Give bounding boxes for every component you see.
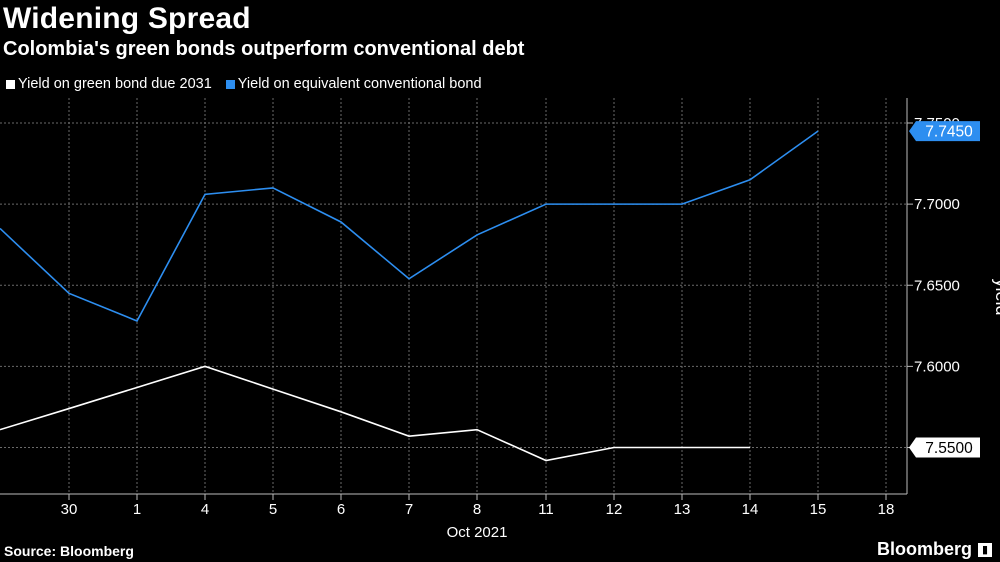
brand-mark-icon: ▮ <box>978 542 992 557</box>
chart-title: Widening Spread <box>3 2 251 35</box>
legend-label-green-bond: Yield on green bond due 2031 <box>18 76 212 92</box>
source-note: Source: Bloomberg <box>4 543 134 559</box>
x-tick-label: 18 <box>878 501 895 518</box>
chart-legend: Yield on green bond due 2031 Yield on eq… <box>6 76 482 92</box>
brand-name: Bloomberg <box>876 539 972 559</box>
series-line-0 <box>0 365 750 462</box>
last-value-tag-label: 7.7450 <box>925 124 973 141</box>
y-tick-label: 7.6000 <box>914 358 960 375</box>
legend-label-conventional-bond: Yield on equivalent conventional bond <box>237 76 482 92</box>
x-tick-label: 5 <box>269 501 277 518</box>
chart-subtitle: Colombia's green bonds outperform conven… <box>3 38 525 60</box>
x-tick-label: 13 <box>674 501 691 518</box>
brand-logo: Bloomberg ▮ <box>877 539 992 560</box>
x-axis-month-label: Oct 2021 <box>447 524 508 541</box>
x-tick-label: 30 <box>61 501 78 518</box>
x-tick-label: 12 <box>606 501 623 518</box>
last-value-tag-bg <box>909 437 980 458</box>
y-tick-label: 7.6500 <box>914 277 960 294</box>
legend-item-conventional-bond: Yield on equivalent conventional bond <box>225 76 482 92</box>
x-tick-label: 6 <box>337 501 345 518</box>
legend-item-green-bond: Yield on green bond due 2031 <box>6 76 212 92</box>
x-tick-label: 8 <box>473 501 481 518</box>
x-tick-label: 14 <box>742 501 759 518</box>
x-tick-label: 7 <box>405 501 413 518</box>
x-tick-label: 4 <box>201 501 209 518</box>
y-tick-label: 7.7000 <box>914 196 960 213</box>
x-tick-label: 11 <box>538 501 554 518</box>
x-tick-label: 1 <box>133 501 141 518</box>
legend-swatch-green-bond <box>6 79 15 89</box>
y-axis-title: yield <box>992 278 1000 315</box>
legend-swatch-conventional-bond <box>225 79 235 89</box>
last-value-tag-label: 7.5500 <box>925 440 973 457</box>
x-tick-label: 15 <box>810 501 827 518</box>
last-value-tag-bg <box>909 121 980 142</box>
